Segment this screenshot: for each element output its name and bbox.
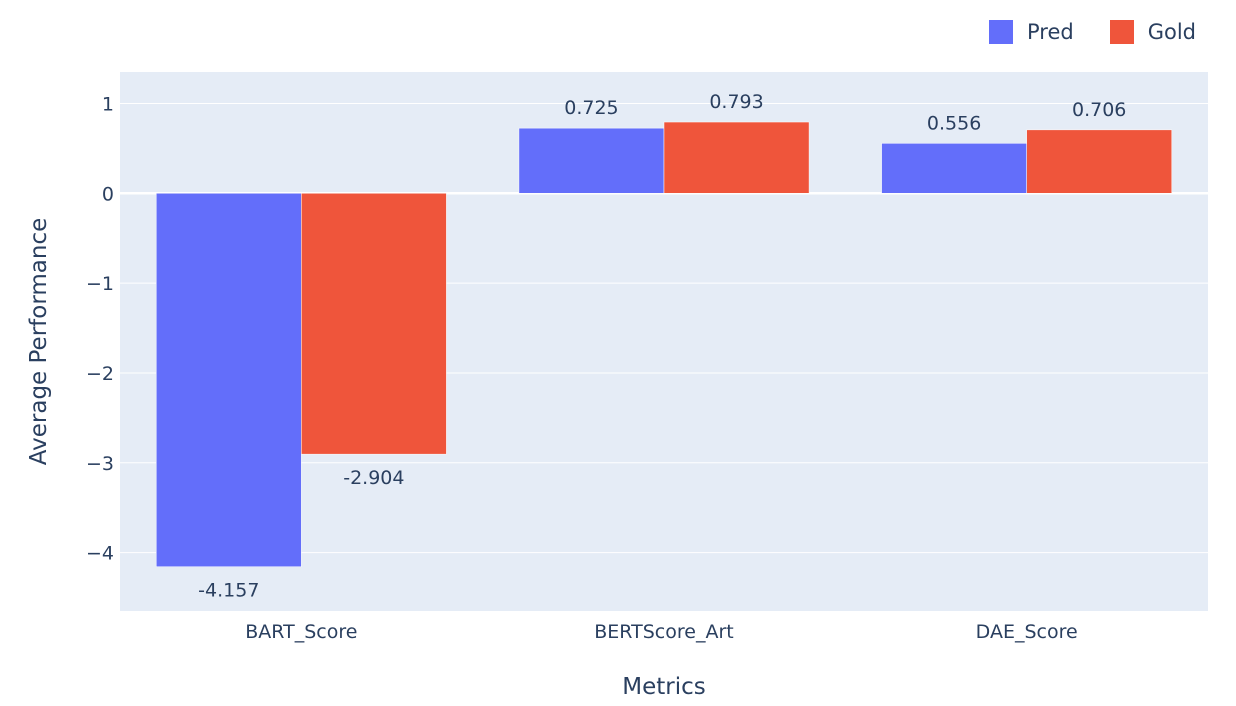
- legend-swatch-gold: [1109, 20, 1134, 44]
- x-tick-label: BART_Score: [245, 621, 357, 643]
- x-axis-ticks: BART_Score BERTScore_Art DAE_Score: [245, 621, 1077, 643]
- y-tick-label: −3: [86, 453, 114, 475]
- y-axis-ticks: 1 0 −1 −2 −3 −4: [86, 93, 114, 564]
- x-tick-label: DAE_Score: [976, 621, 1078, 643]
- value-label: 0.556: [927, 112, 981, 134]
- x-axis-title: Metrics: [622, 674, 706, 700]
- y-tick-label: −1: [86, 273, 114, 295]
- legend-swatch-pred: [988, 20, 1013, 44]
- bar-pred-bertscore_art[interactable]: [518, 127, 665, 194]
- value-label: 0.793: [709, 91, 763, 113]
- y-tick-label: −4: [86, 543, 114, 565]
- legend-item-pred[interactable]: Pred: [988, 20, 1074, 44]
- legend-label-pred: Pred: [1026, 20, 1074, 44]
- bar-gold-dae_score[interactable]: [1026, 129, 1172, 194]
- x-tick-label: BERTScore_Art: [594, 621, 733, 643]
- bar-gold-bertscore_art[interactable]: [663, 121, 810, 194]
- y-tick-label: 1: [102, 93, 114, 115]
- bar-gold-bart_score[interactable]: [301, 193, 447, 455]
- legend-label-gold: Gold: [1147, 20, 1196, 44]
- value-labels: -4.157 -2.904 0.725 0.793 0.556 0.706: [198, 91, 1126, 602]
- bar-pred-dae_score[interactable]: [881, 143, 1027, 194]
- value-label: -4.157: [198, 580, 259, 602]
- bars: [156, 121, 1172, 567]
- bar-pred-bart_score[interactable]: [156, 193, 302, 567]
- value-label: 0.725: [564, 97, 618, 119]
- y-tick-label: 0: [102, 183, 114, 205]
- value-label: 0.706: [1072, 99, 1126, 121]
- y-tick-label: −2: [86, 363, 114, 385]
- value-label: -2.904: [343, 467, 404, 489]
- y-axis-title: Average Performance: [26, 218, 52, 466]
- legend: Pred Gold: [988, 20, 1196, 44]
- legend-item-gold[interactable]: Gold: [1109, 20, 1196, 44]
